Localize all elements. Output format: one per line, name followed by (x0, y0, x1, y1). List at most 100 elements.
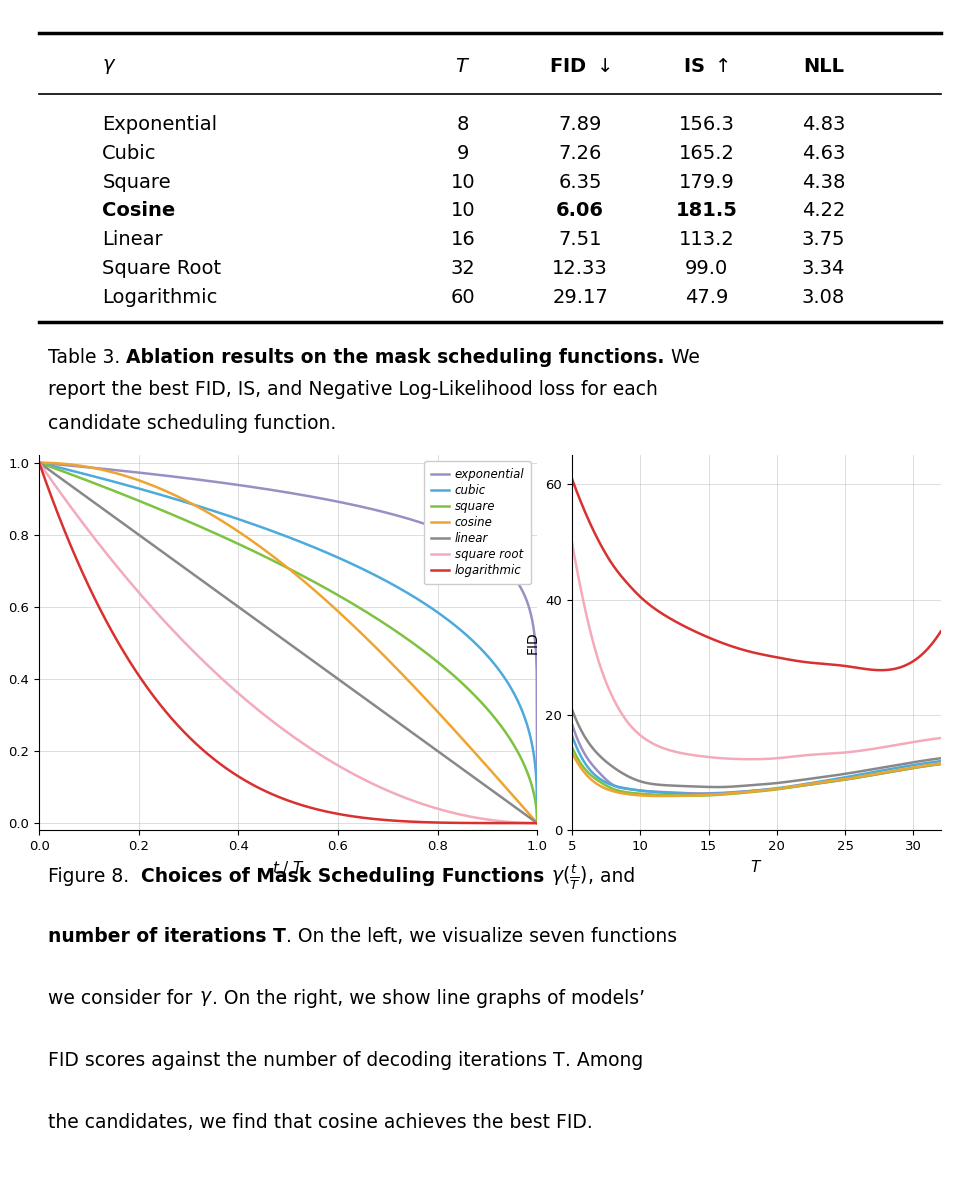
cosine (33, 456, 45, 470)
Line: square root: square root (39, 463, 537, 823)
cubic (235, 513, 247, 527)
Line: linear: linear (39, 463, 537, 823)
Text: 10: 10 (451, 201, 475, 220)
Text: 6.06: 6.06 (557, 201, 604, 220)
cubic (253, 519, 265, 533)
Text: , and: , and (588, 868, 635, 887)
square (84, 475, 96, 489)
Text: 60: 60 (451, 288, 475, 308)
cosine (421, 694, 433, 708)
square root (531, 816, 543, 830)
Text: 3.08: 3.08 (802, 288, 845, 308)
exponential (84, 461, 96, 475)
Text: 29.17: 29.17 (553, 288, 608, 308)
Text: 179.9: 179.9 (678, 173, 734, 192)
linear (235, 601, 247, 616)
Text: Exponential: Exponential (102, 115, 218, 134)
logarithmic (33, 456, 45, 470)
Text: 4.38: 4.38 (802, 173, 846, 192)
Text: NLL: NLL (803, 57, 844, 76)
logarithmic (235, 771, 247, 785)
square (531, 816, 543, 830)
linear (421, 736, 433, 751)
Text: Square: Square (102, 173, 171, 192)
Text: 3.34: 3.34 (802, 259, 846, 278)
Text: 10: 10 (451, 173, 475, 192)
cosine (84, 461, 96, 475)
Y-axis label: mask scheduling function $\gamma$: mask scheduling function $\gamma$ (0, 551, 3, 735)
Text: 4.63: 4.63 (802, 143, 846, 162)
exponential (235, 478, 247, 493)
cosine (531, 816, 543, 830)
Text: 181.5: 181.5 (675, 201, 737, 220)
Text: 7.51: 7.51 (559, 231, 602, 250)
Text: Cubic: Cubic (102, 143, 157, 162)
Text: Linear: Linear (102, 231, 163, 250)
Text: 7.89: 7.89 (559, 115, 602, 134)
square root (84, 526, 96, 540)
Text: 47.9: 47.9 (685, 288, 728, 308)
Line: logarithmic: logarithmic (39, 463, 537, 823)
Text: Ablation results on the mask scheduling functions.: Ablation results on the mask scheduling … (126, 348, 664, 367)
cubic (430, 605, 442, 619)
cubic (421, 598, 433, 612)
exponential (253, 481, 265, 495)
Text: We: We (664, 348, 700, 367)
exponential (421, 517, 433, 532)
Line: square: square (39, 463, 537, 823)
square (253, 546, 265, 560)
Text: 113.2: 113.2 (678, 231, 734, 250)
Text: Square Root: Square Root (102, 259, 221, 278)
Text: $\gamma$: $\gamma$ (199, 989, 213, 1008)
Text: 12.33: 12.33 (553, 259, 608, 278)
Text: . Among: . Among (564, 1051, 643, 1070)
Text: 7.26: 7.26 (559, 143, 602, 162)
Text: $\gamma$: $\gamma$ (102, 57, 117, 76)
Text: 99.0: 99.0 (685, 259, 728, 278)
Text: 6.35: 6.35 (559, 173, 602, 192)
logarithmic (375, 812, 387, 826)
Legend: exponential, cubic, square, cosine, linear, square root, logarithmic: exponential, cubic, square, cosine, line… (424, 462, 531, 584)
Text: 8: 8 (457, 115, 469, 134)
square root (253, 703, 265, 718)
Text: 32: 32 (451, 259, 475, 278)
linear (84, 493, 96, 507)
Text: 3.75: 3.75 (802, 231, 846, 250)
Text: Figure 8.: Figure 8. (48, 868, 141, 887)
logarithmic (531, 816, 543, 830)
square (33, 456, 45, 470)
Text: . On the left, we visualize seven functions: . On the left, we visualize seven functi… (286, 927, 677, 946)
X-axis label: $T$: $T$ (751, 858, 762, 875)
X-axis label: $t$ / $T$: $t$ / $T$ (271, 858, 305, 876)
Text: $T$: $T$ (456, 57, 470, 76)
Text: T: T (273, 927, 286, 946)
square root (235, 688, 247, 702)
Text: 156.3: 156.3 (678, 115, 734, 134)
Line: exponential: exponential (39, 463, 537, 823)
cubic (84, 469, 96, 483)
Text: FID $\downarrow$: FID $\downarrow$ (550, 57, 611, 76)
Text: T: T (554, 1051, 564, 1070)
linear (430, 744, 442, 758)
Text: 4.22: 4.22 (802, 201, 846, 220)
linear (531, 816, 543, 830)
square (375, 614, 387, 629)
logarithmic (253, 780, 265, 794)
Text: the candidates, we find that cosine achieves the best FID.: the candidates, we find that cosine achi… (48, 1113, 593, 1132)
exponential (33, 456, 45, 470)
Text: we consider for: we consider for (48, 989, 199, 1008)
Text: $\gamma(\frac{t}{T})$: $\gamma(\frac{t}{T})$ (551, 862, 588, 892)
cubic (531, 816, 543, 830)
logarithmic (421, 815, 433, 829)
Text: number of iterations: number of iterations (48, 927, 273, 946)
exponential (531, 816, 543, 830)
cubic (33, 456, 45, 470)
Text: 9: 9 (457, 143, 469, 162)
linear (33, 456, 45, 470)
logarithmic (84, 581, 96, 596)
Text: IS $\uparrow$: IS $\uparrow$ (683, 57, 729, 76)
cosine (375, 645, 387, 659)
square root (421, 798, 433, 812)
Text: Table 3.: Table 3. (48, 348, 126, 367)
Text: candidate scheduling function.: candidate scheduling function. (48, 414, 336, 433)
